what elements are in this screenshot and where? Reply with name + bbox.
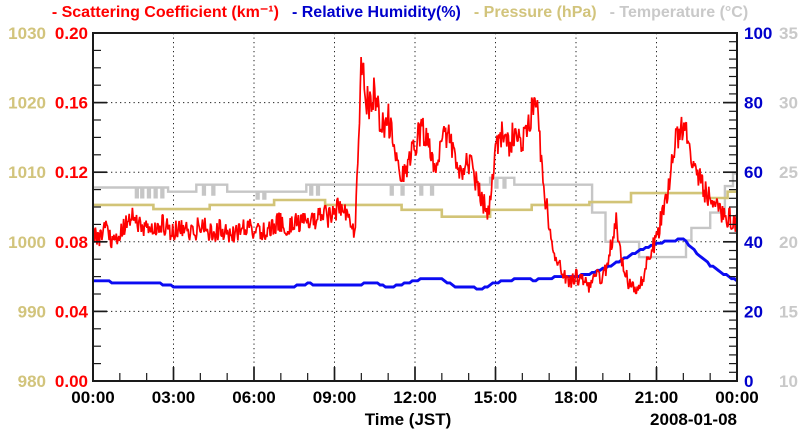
x-tick-label: 03:00 (152, 388, 195, 407)
x-tick-label: 18:00 (554, 388, 597, 407)
pressure-tick-label: 1030 (8, 24, 46, 43)
x-axis-title: Time (JST) (365, 410, 452, 429)
humidity-tick-label: 40 (744, 233, 763, 252)
legend-temperature: - Temperature (°C) (609, 4, 749, 21)
x-tick-label: 00:00 (71, 388, 114, 407)
humidity-tick-label: 0 (744, 372, 753, 391)
temperature-tick-label: 20 (779, 233, 798, 252)
legend-pressure: - Pressure (hPa) (473, 4, 597, 21)
humidity-tick-label: 60 (744, 163, 763, 182)
scattering-tick-label: 0.16 (55, 94, 88, 113)
humidity-tick-label: 80 (744, 94, 763, 113)
data-series (92, 56, 738, 295)
x-tick-label: 12:00 (393, 388, 436, 407)
legend-scattering: - Scattering Coefficient (km⁻¹) (51, 4, 279, 21)
legend-humidity: - Relative Humidity(%) (291, 4, 461, 21)
x-tick-label: 00:00 (715, 388, 758, 407)
scattering-line (92, 56, 738, 295)
temperature-tick-label: 25 (779, 163, 798, 182)
humidity-tick-label: 20 (744, 302, 763, 321)
x-tick-label: 09:00 (313, 388, 356, 407)
pressure-tick-label: 980 (18, 372, 46, 391)
axes-frame (92, 32, 738, 382)
pressure-tick-label: 1010 (8, 163, 46, 182)
x-axis-date: 2008-01-08 (650, 410, 737, 429)
gridlines (93, 33, 737, 381)
temperature-tick-label: 10 (779, 372, 798, 391)
pressure-line (93, 190, 737, 218)
temperature-tick-label: 35 (779, 24, 798, 43)
pressure-tick-label: 990 (18, 302, 46, 321)
scattering-tick-label: 0.20 (55, 24, 88, 43)
scattering-tick-label: 0.08 (55, 233, 88, 252)
pressure-tick-label: 1000 (8, 233, 46, 252)
humidity-tick-label: 100 (744, 24, 772, 43)
tick-labels: 0.200.160.120.080.040.001030102010101000… (8, 24, 798, 407)
x-tick-label: 15:00 (474, 388, 517, 407)
scattering-tick-label: 0.12 (55, 163, 88, 182)
humidity-line (93, 237, 738, 291)
scattering-tick-label: 0.04 (55, 302, 89, 321)
temperature-line (93, 172, 737, 259)
temperature-tick-label: 30 (779, 94, 798, 113)
chart-legend: - Scattering Coefficient (km⁻¹) - Relati… (0, 3, 800, 23)
x-tick-label: 06:00 (232, 388, 275, 407)
temperature-tick-label: 15 (779, 302, 798, 321)
pressure-tick-label: 1020 (8, 94, 46, 113)
x-tick-label: 21:00 (635, 388, 678, 407)
scattering-tick-label: 0.00 (55, 372, 88, 391)
